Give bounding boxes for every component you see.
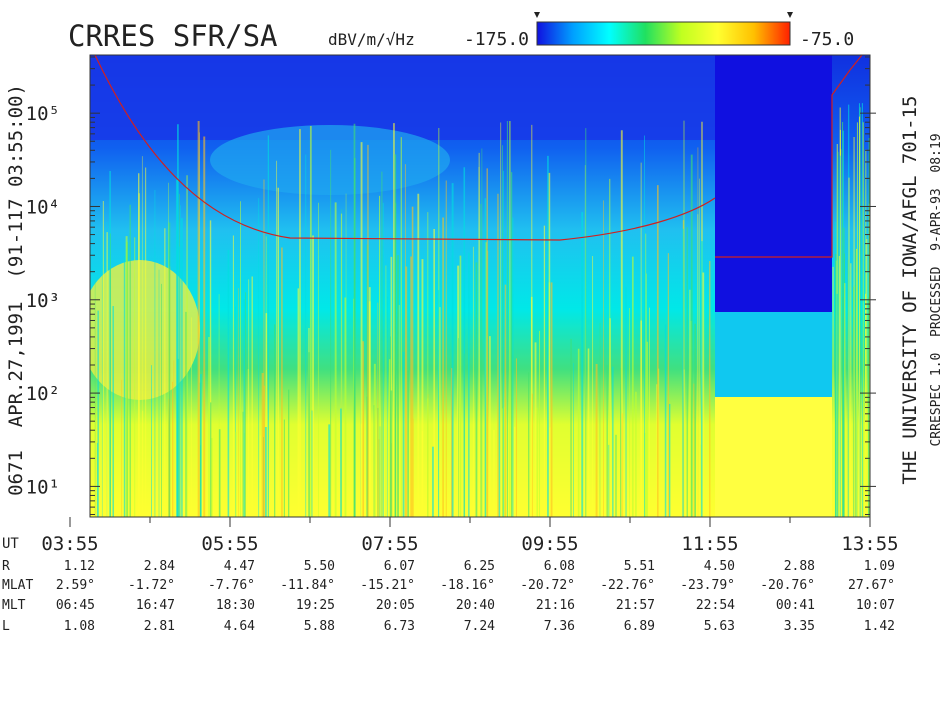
ephemeris-value: 2.84	[144, 559, 175, 574]
ephemeris-value: 2.88	[784, 559, 815, 574]
ephemeris-value: 4.50	[704, 559, 735, 574]
ephemeris-value: 20:40	[456, 598, 495, 613]
right-sublabel: CRRESPEC 1.0 PROCESSED 9-APR-93 08:19	[929, 133, 944, 446]
y-tick-label: 10⁵	[26, 103, 60, 125]
ephemeris-value: 1.42	[864, 619, 895, 634]
ephemeris-value: 5.50	[304, 559, 335, 574]
ephemeris-value: 6.25	[464, 559, 495, 574]
ephemeris-value: 6.73	[384, 619, 415, 634]
x-tick-label: 03:55	[41, 533, 98, 555]
ephemeris-row-label: MLAT	[2, 578, 33, 593]
ephemeris-value: 18:30	[216, 598, 255, 613]
ephemeris-value: 5.88	[304, 619, 335, 634]
ephemeris-row-label: MLT	[2, 598, 26, 613]
axes	[69, 54, 876, 527]
ephemeris-value: 7.36	[544, 619, 575, 634]
ephemeris-value: 4.47	[224, 559, 255, 574]
ephemeris-value: 19:25	[296, 598, 335, 613]
ephemeris-value: 6.89	[624, 619, 655, 634]
x-tick-label: 11:55	[681, 533, 738, 555]
ephemeris-value: -20.72°	[520, 578, 575, 593]
ephemeris-value: -23.79°	[680, 578, 735, 593]
y-tick-label: 10³	[26, 290, 60, 312]
colorbar-tick	[787, 12, 793, 18]
ephemeris-value: 7.24	[464, 619, 495, 634]
ephemeris-value: -15.21°	[360, 578, 415, 593]
ephemeris-value: 21:57	[616, 598, 655, 613]
ephemeris-value: 06:45	[56, 598, 95, 613]
ephemeris-value: 3.35	[784, 619, 815, 634]
ephemeris-value: 10:07	[856, 598, 895, 613]
ephemeris-row-label: L	[2, 619, 10, 634]
ephemeris-row-label: R	[2, 559, 10, 574]
ephemeris-value: 20:05	[376, 598, 415, 613]
ephemeris-value: 22:54	[696, 598, 735, 613]
x-tick-label: 05:55	[201, 533, 258, 555]
ephemeris-value: -18.16°	[440, 578, 495, 593]
ephemeris-value: 5.63	[704, 619, 735, 634]
ephemeris-value: 5.51	[624, 559, 655, 574]
ephemeris-value: 00:41	[776, 598, 815, 613]
ephemeris-value: 16:47	[136, 598, 175, 613]
y-tick-label: 10⁴	[26, 196, 60, 218]
chart-title: CRRES SFR/SA	[68, 19, 278, 53]
y-tick-label: 10²	[26, 383, 60, 405]
ephemeris-value: 1.09	[864, 559, 895, 574]
x-tick-label: 13:55	[841, 533, 898, 555]
spectrogram	[90, 55, 870, 517]
ephemeris-value: 6.07	[384, 559, 415, 574]
ephemeris-value: -1.72°	[128, 578, 175, 593]
ephemeris-value: 1.08	[64, 619, 95, 634]
ephemeris-value: -20.76°	[760, 578, 815, 593]
x-tick-label: 09:55	[521, 533, 578, 555]
ephemeris-value: -11.84°	[280, 578, 335, 593]
colorbar-label: dBV/m/√Hz	[328, 30, 415, 49]
ephemeris-value: 2.59°	[56, 578, 95, 593]
x-tick-label: 07:55	[361, 533, 418, 555]
ut-label: UT	[2, 536, 19, 552]
ephemeris-value: -7.76°	[208, 578, 255, 593]
ephemeris-value: 2.81	[144, 619, 175, 634]
right-label: THE UNIVERSITY OF IOWA/AFGL 701-15	[899, 96, 921, 485]
ephemeris-value: 6.08	[544, 559, 575, 574]
ephemeris-value: -22.76°	[600, 578, 655, 593]
colorbar-min-label: -175.0	[464, 29, 529, 50]
left-label: 0671 APR.27,1991 (91-117 03:55:00)	[5, 84, 27, 496]
ephemeris-value: 27.67°	[848, 578, 895, 593]
colorbar-tick	[534, 12, 540, 18]
colorbar	[536, 21, 791, 46]
ephemeris-value: 21:16	[536, 598, 575, 613]
colorbar-max-label: -75.0	[800, 29, 854, 50]
ephemeris-value: 4.64	[224, 619, 255, 634]
ephemeris-value: 1.12	[64, 559, 95, 574]
y-tick-label: 10¹	[26, 476, 60, 498]
